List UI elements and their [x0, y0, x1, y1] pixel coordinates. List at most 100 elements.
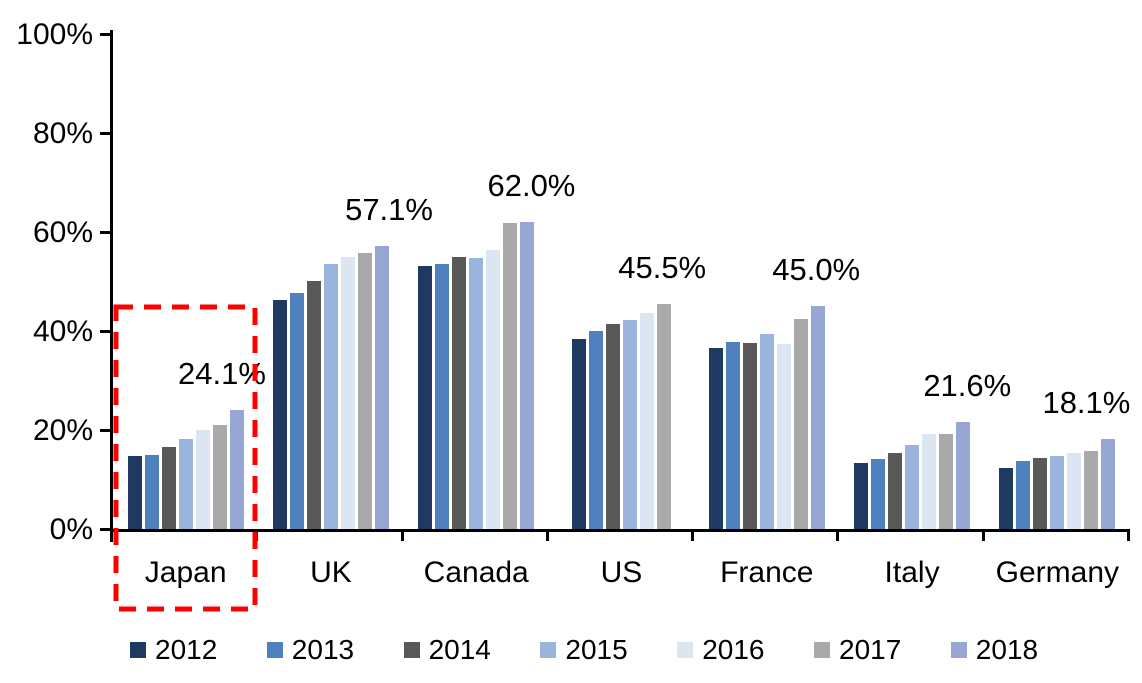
- x-axis-tick: [1127, 529, 1130, 541]
- value-label-uk: 57.1%: [345, 192, 433, 228]
- bar-us-2017: [657, 303, 671, 529]
- bar-italy-2013: [871, 459, 886, 529]
- bar-uk-2015: [323, 264, 338, 529]
- legend-item-2012: 2012: [130, 634, 217, 666]
- bar-japan-2012: [127, 455, 142, 529]
- bar-us-2015: [623, 320, 637, 529]
- value-label-italy: 21.6%: [923, 368, 1012, 404]
- x-axis-tick: [691, 529, 695, 541]
- bar-france-2012: [708, 347, 723, 529]
- legend-swatch-icon: [266, 642, 283, 658]
- legend-label-2018: 2018: [975, 634, 1039, 665]
- bar-canada-2014: [452, 256, 467, 529]
- legend-label-2013: 2013: [291, 634, 355, 665]
- bar-japan-2017: [212, 425, 227, 529]
- bar-japan-2014: [161, 447, 176, 529]
- x-axis-tick: [836, 529, 840, 541]
- y-axis-tick-label: 80%: [32, 117, 93, 150]
- bar-germany-2017: [1084, 451, 1099, 529]
- bar-canada-2013: [435, 264, 450, 529]
- legend-swatch-icon: [814, 642, 830, 658]
- x-axis-category-label-japan: Japan: [144, 556, 227, 589]
- bar-canada-2017: [503, 223, 518, 529]
- y-axis-tick-label: 60%: [32, 216, 93, 249]
- bar-germany-2018: [1101, 439, 1116, 529]
- bar-uk-2014: [306, 281, 321, 529]
- y-axis-tick-label: 20%: [32, 414, 93, 447]
- legend-swatch-icon: [540, 642, 557, 658]
- legend-label-2017: 2017: [839, 634, 902, 665]
- value-label-canada: 62.0%: [487, 168, 576, 204]
- value-label-germany: 18.1%: [1042, 385, 1131, 421]
- legend-item-2015: 2015: [540, 634, 628, 666]
- bar-uk-2017: [357, 252, 372, 529]
- x-axis-category-label-canada: Canada: [423, 556, 529, 589]
- x-axis-tick: [400, 529, 404, 541]
- x-axis-tick: [255, 529, 259, 541]
- y-axis-tick: [100, 132, 110, 135]
- legend-item-2018: 2018: [950, 634, 1039, 666]
- y-axis-tick-label: 100%: [16, 18, 93, 51]
- bar-italy-2016: [922, 434, 937, 529]
- legend-label-2012: 2012: [155, 634, 218, 665]
- bar-germany-2015: [1050, 455, 1065, 529]
- legend-swatch-icon: [950, 642, 967, 658]
- y-axis-tick: [100, 528, 110, 531]
- x-axis-category-label-uk: UK: [310, 556, 352, 589]
- bar-france-2017: [793, 319, 808, 529]
- bar-france-2016: [776, 343, 791, 529]
- bar-uk-2018: [374, 246, 389, 529]
- bar-germany-2013: [1016, 460, 1031, 529]
- bar-uk-2012: [272, 299, 287, 529]
- bar-japan-2013: [144, 454, 159, 529]
- bar-italy-2017: [939, 433, 954, 529]
- value-label-us: 45.5%: [618, 249, 707, 285]
- bar-canada-2015: [469, 257, 484, 529]
- bar-canada-2012: [418, 266, 433, 529]
- x-axis-tick: [981, 529, 985, 541]
- legend: 2012 2013 2014 2015 2016 2017 2018: [0, 634, 1142, 674]
- legend-item-2014: 2014: [403, 634, 491, 666]
- bar-us-2013: [589, 330, 603, 529]
- bar-uk-2013: [289, 292, 304, 529]
- bar-france-2018: [810, 306, 825, 529]
- y-axis-tick-label: 0%: [49, 513, 93, 546]
- legend-item-2013: 2013: [266, 634, 355, 666]
- legend-item-2016: 2016: [677, 634, 764, 666]
- bar-us-2012: [572, 339, 586, 529]
- bar-canada-2016: [486, 250, 501, 529]
- value-label-france: 45.0%: [772, 252, 861, 288]
- bar-germany-2014: [1033, 458, 1048, 529]
- y-axis-tick: [100, 429, 110, 432]
- y-axis-tick: [100, 33, 110, 36]
- legend-swatch-icon: [403, 642, 420, 658]
- y-axis-line: [110, 30, 113, 542]
- legend-label-2016: 2016: [702, 634, 765, 665]
- x-axis-category-label-germany: Germany: [995, 556, 1120, 589]
- bar-japan-2016: [195, 430, 210, 529]
- bar-italy-2012: [854, 463, 869, 529]
- x-axis-category-label-us: US: [600, 556, 643, 589]
- x-axis-tick: [110, 529, 113, 541]
- bar-germany-2016: [1067, 453, 1082, 529]
- legend-swatch-icon: [130, 642, 146, 658]
- bar-canada-2018: [520, 222, 535, 529]
- x-axis-category-label-france: France: [720, 556, 814, 589]
- bar-germany-2012: [999, 467, 1014, 529]
- x-axis-tick: [545, 529, 549, 541]
- y-axis-tick-label: 40%: [32, 315, 93, 348]
- legend-item-2017: 2017: [814, 634, 901, 666]
- y-axis-tick: [100, 330, 110, 333]
- bar-us-2016: [640, 312, 654, 529]
- bar-japan-2015: [178, 439, 193, 529]
- y-axis-tick: [100, 231, 110, 234]
- bar-italy-2018: [956, 422, 971, 529]
- legend-label-2015: 2015: [565, 634, 628, 665]
- bar-italy-2015: [905, 444, 920, 529]
- bar-france-2015: [759, 334, 774, 529]
- x-axis-category-label-italy: Italy: [884, 556, 940, 589]
- value-label-japan: 24.1%: [178, 355, 266, 391]
- bar-france-2014: [742, 342, 757, 529]
- bar-us-2014: [606, 323, 620, 529]
- bar-japan-2018: [229, 409, 244, 529]
